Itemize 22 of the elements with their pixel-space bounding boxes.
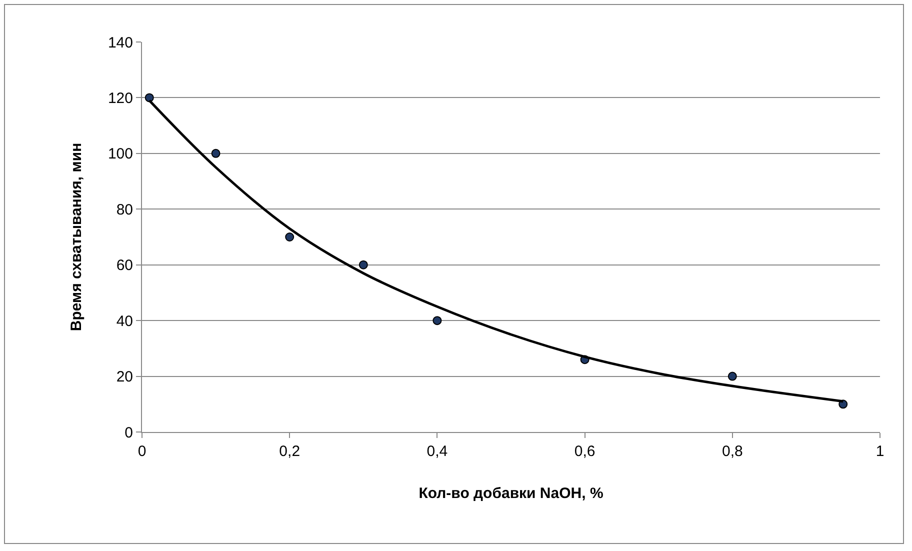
point <box>358 260 368 270</box>
y-tick-label: 80 <box>116 201 133 218</box>
point <box>285 232 294 242</box>
y-tick-label: 0 <box>124 424 133 442</box>
y-axis-title: Время схватывания, мин <box>68 142 86 332</box>
y-tick-label: 60 <box>116 257 133 274</box>
x-tick-label: 0,6 <box>574 443 596 460</box>
y-tick-label: 40 <box>116 312 133 330</box>
y-tick-label: 120 <box>108 90 133 107</box>
point <box>728 372 737 381</box>
point <box>144 93 154 102</box>
x-tick-label: 0,2 <box>279 443 300 460</box>
y-tick-label: 100 <box>108 146 133 163</box>
point <box>432 316 442 326</box>
x-tick-label: 0 <box>138 443 146 460</box>
x-axis-title: Кол-во добавки NaOH, % <box>418 485 604 502</box>
y-tick-label: 140 <box>108 34 133 52</box>
y-tick-label: 20 <box>116 368 133 386</box>
point <box>211 148 220 158</box>
x-tick-label: 0,4 <box>426 443 448 460</box>
x-tick-label: 0,8 <box>722 443 743 460</box>
x-tick-label: 1 <box>876 443 884 460</box>
